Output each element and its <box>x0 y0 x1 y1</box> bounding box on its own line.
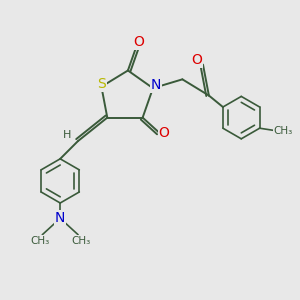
Text: O: O <box>133 35 144 49</box>
Text: O: O <box>159 126 170 140</box>
Text: H: H <box>62 130 71 140</box>
Text: N: N <box>151 78 161 92</box>
Text: S: S <box>97 77 106 91</box>
Text: O: O <box>191 53 202 67</box>
Text: N: N <box>55 211 65 225</box>
Text: CH₃: CH₃ <box>30 236 49 246</box>
Text: CH₃: CH₃ <box>274 126 293 136</box>
Text: CH₃: CH₃ <box>71 236 90 246</box>
